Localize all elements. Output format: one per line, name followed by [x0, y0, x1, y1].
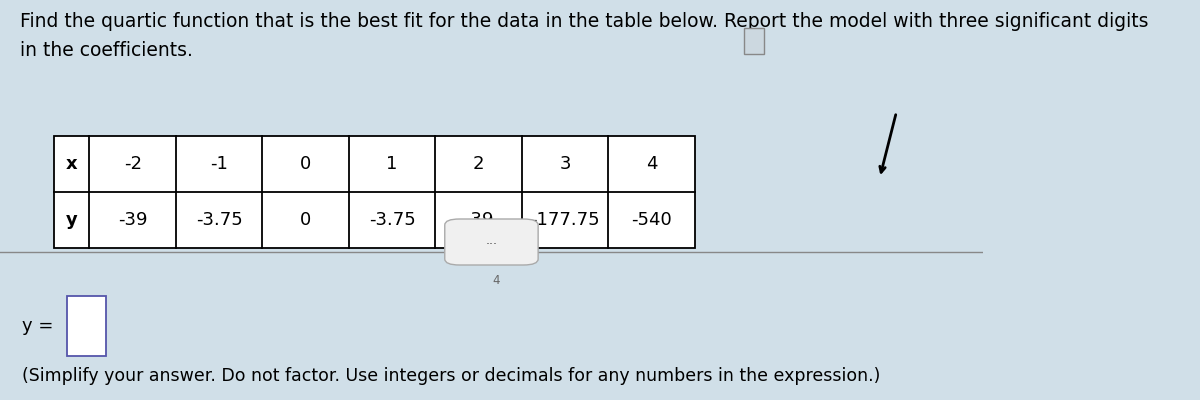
Text: -540: -540 — [631, 211, 672, 229]
Text: 0: 0 — [300, 155, 311, 173]
Text: -2: -2 — [124, 155, 142, 173]
Text: 4: 4 — [646, 155, 658, 173]
Text: -39: -39 — [118, 211, 148, 229]
FancyBboxPatch shape — [445, 219, 538, 265]
Text: 0: 0 — [300, 211, 311, 229]
Text: y: y — [66, 211, 78, 229]
FancyBboxPatch shape — [54, 136, 695, 248]
Text: -1: -1 — [210, 155, 228, 173]
FancyBboxPatch shape — [67, 296, 106, 356]
Text: Find the quartic function that is the best fit for the data in the table below. : Find the quartic function that is the be… — [19, 12, 1148, 60]
Text: -3.75: -3.75 — [196, 211, 242, 229]
Text: -177.75: -177.75 — [530, 211, 600, 229]
Text: -3.75: -3.75 — [368, 211, 415, 229]
FancyBboxPatch shape — [744, 28, 763, 54]
Text: x: x — [66, 155, 78, 173]
Text: ...: ... — [486, 234, 498, 246]
Text: y =: y = — [22, 317, 53, 335]
Text: 2: 2 — [473, 155, 485, 173]
Text: 1: 1 — [386, 155, 398, 173]
Text: (Simplify your answer. Do not factor. Use integers or decimals for any numbers i: (Simplify your answer. Do not factor. Us… — [22, 367, 880, 385]
Text: 4: 4 — [493, 274, 500, 286]
Text: 3: 3 — [559, 155, 571, 173]
Text: -39: -39 — [464, 211, 493, 229]
